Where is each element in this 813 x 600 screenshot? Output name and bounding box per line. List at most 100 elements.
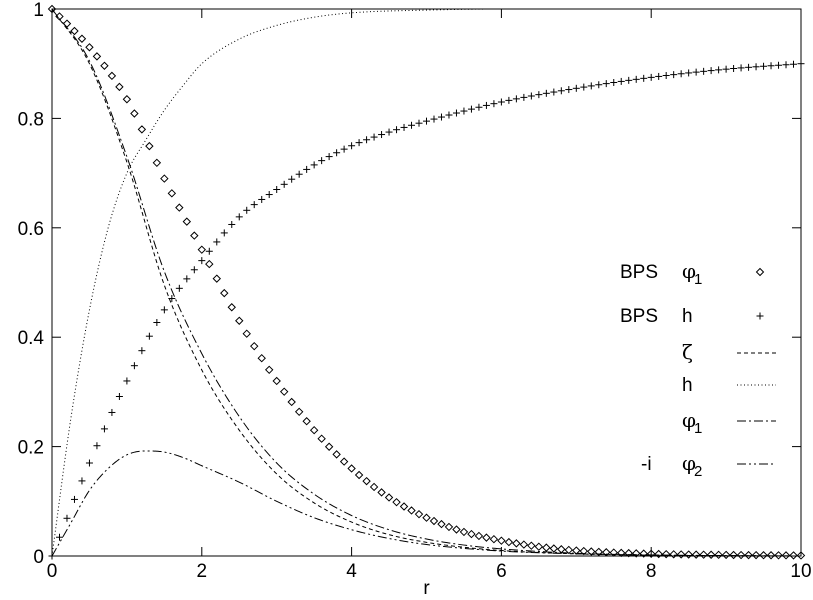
data-point-plus: [303, 165, 311, 173]
series-5: [51, 450, 802, 557]
data-point-diamond: [167, 189, 177, 198]
legend-entry: φ1: [682, 408, 776, 437]
data-point-plus: [348, 142, 356, 150]
y-tick-label: 0.8: [18, 109, 44, 130]
data-point-diamond: [302, 417, 311, 426]
data-point-plus: [408, 121, 416, 129]
data-point-diamond: [220, 288, 229, 298]
data-point-plus: [715, 66, 723, 74]
data-point-plus: [512, 95, 520, 103]
data-point-plus: [647, 73, 655, 81]
legend-symbol: h: [682, 306, 693, 327]
data-point-plus: [707, 67, 715, 75]
plot-frame: [51, 8, 802, 557]
data-point-diamond: [557, 545, 566, 554]
data-point-diamond: [197, 245, 207, 254]
data-point-plus: [790, 60, 798, 68]
data-point-diamond: [160, 174, 169, 183]
data-point-diamond: [504, 537, 514, 547]
series-line: [51, 450, 802, 557]
data-point-diamond: [407, 506, 416, 515]
data-point-plus: [700, 67, 708, 75]
legend-entry: ζ: [682, 340, 776, 364]
data-point-diamond: [392, 497, 401, 507]
data-point-plus: [115, 392, 123, 400]
y-tick-label: 0.4: [18, 328, 45, 349]
data-point-diamond: [766, 551, 776, 560]
data-point-plus: [310, 161, 318, 169]
data-point-diamond: [467, 529, 476, 539]
data-point-plus: [393, 126, 401, 134]
data-point-diamond: [227, 303, 236, 312]
data-point-diamond: [489, 534, 499, 544]
x-tick-label: 4: [346, 561, 357, 582]
data-point-plus: [565, 86, 573, 94]
data-point-plus: [797, 60, 805, 68]
data-point-plus: [355, 139, 363, 147]
data-point-diamond: [347, 464, 356, 473]
series-line: [51, 8, 802, 557]
x-tick-label: 2: [197, 561, 208, 582]
data-point-plus: [737, 64, 745, 72]
series-4: [51, 8, 802, 557]
data-point-diamond: [294, 407, 304, 417]
data-point-diamond: [115, 82, 124, 92]
data-point-diamond: [399, 502, 409, 511]
data-point-diamond: [332, 450, 341, 459]
data-point-plus: [640, 74, 648, 82]
data-point-diamond: [609, 548, 618, 557]
data-point-plus: [535, 91, 543, 99]
data-point-plus: [677, 70, 685, 78]
legend-marker-diamond: [755, 267, 765, 277]
legend-prefix: BPS: [620, 306, 658, 327]
data-point-diamond: [736, 550, 746, 560]
data-point-plus: [378, 131, 386, 139]
data-point-diamond: [624, 548, 633, 558]
data-point-plus: [205, 247, 213, 255]
data-point-diamond: [369, 482, 379, 492]
data-point-diamond: [324, 442, 334, 451]
data-point-plus: [505, 96, 513, 104]
y-tick-label: 1: [33, 0, 44, 21]
legend-marker-plus: [756, 312, 764, 320]
data-point-plus: [580, 83, 588, 91]
data-point-diamond: [632, 549, 641, 558]
data-point-plus: [385, 128, 393, 136]
data-point-plus: [452, 109, 460, 117]
data-point-diamond: [257, 353, 266, 363]
data-point-plus: [273, 186, 281, 194]
data-point-diamond: [429, 516, 439, 526]
data-point-diamond: [796, 551, 806, 560]
data-point-diamond: [781, 551, 791, 560]
data-point-diamond: [205, 259, 214, 269]
data-point-plus: [550, 88, 558, 96]
data-point-diamond: [789, 551, 798, 560]
x-tick-label: 10: [790, 561, 811, 582]
legend-subscript: 2: [694, 463, 702, 480]
legend-prefix: -i: [641, 454, 652, 475]
data-point-plus: [685, 69, 693, 77]
data-point-plus: [655, 72, 663, 80]
y-tick-label: 0.6: [18, 219, 44, 240]
data-point-diamond: [594, 547, 603, 557]
data-point-plus: [175, 284, 183, 292]
data-point-diamond: [377, 488, 386, 497]
data-point-plus: [490, 100, 498, 108]
x-tick-label: 6: [496, 561, 507, 582]
data-point-diamond: [414, 509, 424, 519]
data-point-plus: [213, 238, 221, 246]
data-point-diamond: [92, 52, 102, 61]
data-point-plus: [722, 65, 730, 73]
data-point-diamond: [175, 203, 184, 212]
series-2: [51, 8, 802, 557]
data-point-diamond: [70, 26, 79, 36]
series-1: [48, 60, 805, 560]
data-point-plus: [108, 408, 116, 416]
data-point-plus: [55, 533, 63, 541]
data-point-diamond: [250, 341, 259, 351]
data-point-plus: [587, 82, 595, 90]
legend-entry: BPS φ1: [620, 259, 765, 288]
data-point-diamond: [85, 43, 94, 52]
legend-entry: BPS h: [620, 306, 764, 327]
